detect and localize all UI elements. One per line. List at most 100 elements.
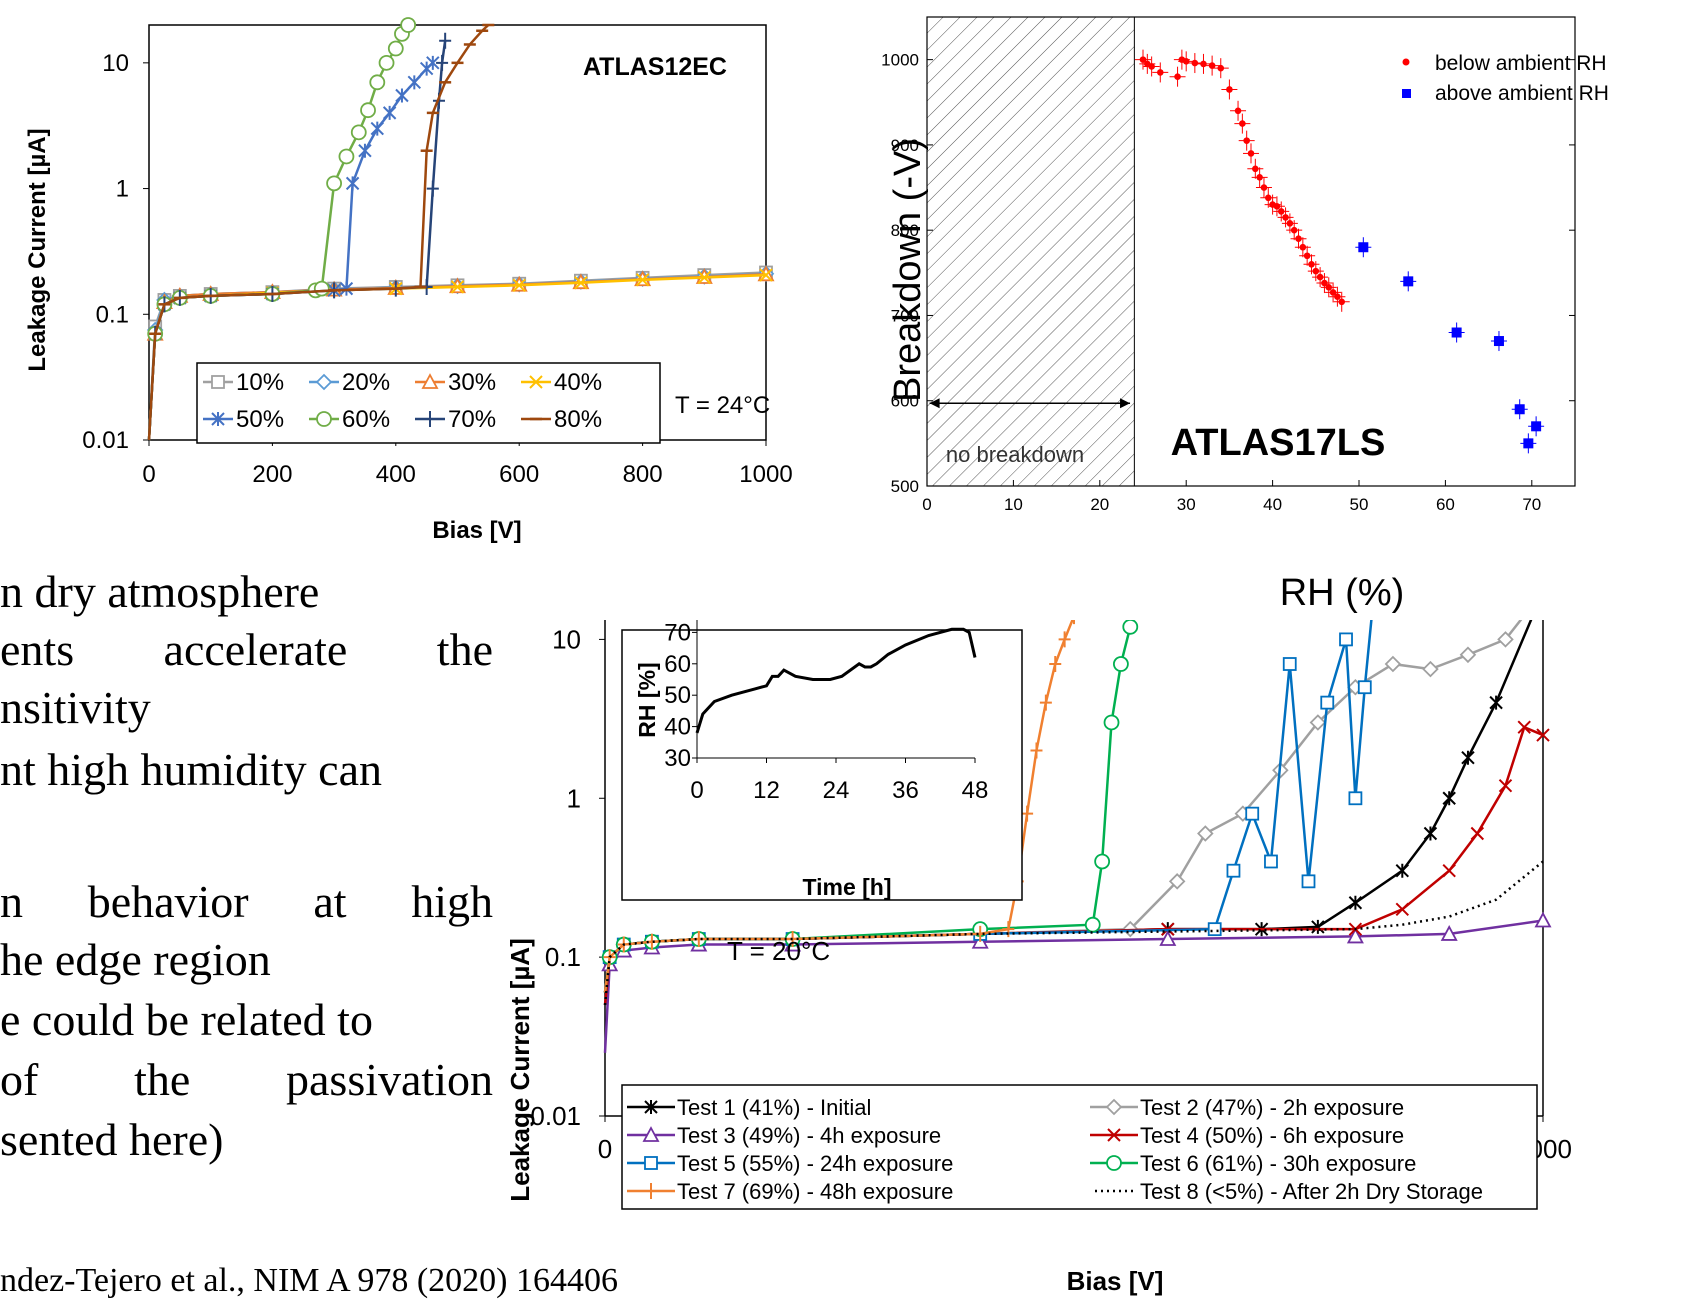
inset-y-tick-label: 50 (664, 682, 691, 709)
y-tick-label: 900 (891, 136, 919, 155)
legend-label: 50% (236, 406, 284, 433)
inset-x-axis-label: Time [h] (802, 874, 891, 900)
y-tick-label: 10 (102, 50, 129, 77)
legend-label: above ambient RH (1435, 82, 1609, 105)
series-group (601, 577, 1552, 1053)
text-word: behavior (87, 876, 249, 927)
y-tick-label: 0.1 (96, 301, 129, 328)
text-word: n (0, 876, 23, 927)
data-point (387, 40, 404, 57)
data-point (1139, 56, 1147, 63)
y-tick-label: 0.01 (82, 427, 129, 454)
y-axis-label: Leakage Current [µA] (24, 128, 51, 371)
atlas12ec-chart-svg: 0 200 400 600 800 1000 10 1 0.1 0.01 ATLAS12EC Bi… (24, 17, 793, 544)
data-point (400, 17, 417, 33)
inset-y-axis-label: RH [%] (634, 662, 660, 737)
text-word: accelerate (163, 624, 348, 675)
data-point (1423, 826, 1438, 841)
data-point (345, 176, 360, 191)
citation: ndez-Tejero et al., NIM A 978 (2020) 164… (0, 1262, 618, 1299)
data-point (439, 32, 452, 49)
data-point (313, 280, 330, 297)
legend: below ambient RH above ambient RH (1402, 52, 1609, 105)
data-point (1226, 863, 1241, 878)
inset-x-tick-label: 12 (753, 777, 780, 804)
data-point (1239, 120, 1246, 127)
temperature-label: T = 20°C (727, 936, 830, 966)
data-point (1159, 930, 1177, 946)
data-point (1168, 873, 1186, 890)
data-point (1234, 107, 1242, 115)
data-point (1308, 260, 1315, 268)
text-line: nsitivity (0, 682, 151, 733)
text-word: passivation (286, 1054, 493, 1105)
data-point (1442, 791, 1456, 806)
data-point (697, 270, 712, 285)
data-point (1348, 895, 1363, 910)
text-line: n behavior at high (0, 875, 493, 928)
text-line: he edge region (0, 934, 271, 985)
data-point (350, 124, 367, 141)
text-line: e could be related to (0, 994, 373, 1045)
tick-labels: 0 10 20 30 40 50 60 70 1000 900 800 700 600 500 (881, 51, 1541, 514)
data-point (1534, 911, 1552, 928)
x-tick-label: 20 (1090, 495, 1109, 514)
text-word: of (0, 1054, 39, 1105)
data-point (1039, 694, 1052, 711)
arrow-head (929, 398, 940, 409)
data-point (1517, 720, 1531, 734)
data-point (1395, 902, 1410, 917)
data-point (1403, 276, 1414, 287)
data-point (338, 148, 355, 165)
text-line: nt high humidity can (0, 744, 383, 795)
inset-x-tick-label: 36 (892, 777, 919, 804)
legend-label: 10% (236, 369, 284, 396)
data-point (1536, 728, 1550, 742)
data-point (1021, 805, 1034, 822)
legend-label: Test 8 (<5%) - After 2h Dry Storage (1140, 1179, 1483, 1204)
data-point (1182, 58, 1190, 65)
y-tick-label: 1000 (881, 51, 919, 70)
data-point (1264, 854, 1278, 869)
data-point (1320, 695, 1335, 710)
data-point (407, 75, 422, 90)
inset-tick-labels: 012243648807060504030 (664, 588, 988, 804)
data-point (574, 276, 588, 290)
x-axis-label: RH (%) (1280, 572, 1405, 614)
x-tick-label: 0 (598, 1134, 612, 1164)
legend-label: Test 5 (55%) - 24h exposure (677, 1151, 953, 1176)
data-point (1422, 660, 1439, 678)
data-point (1191, 59, 1199, 67)
data-point (316, 411, 332, 427)
data-point (378, 54, 395, 71)
atlas17ls-chart-svg: 0 10 20 30 40 50 60 70 1000 900 800 700 600 500 ATLAS… (881, 16, 1609, 614)
data-point (421, 373, 439, 389)
inset-series (695, 627, 977, 734)
data-point (1282, 214, 1289, 221)
y-tick-label: 800 (891, 221, 919, 240)
data-point (370, 121, 384, 136)
text-line: n dry atmosphere (0, 566, 320, 617)
data-point (1325, 284, 1333, 291)
data-point (1334, 293, 1341, 300)
x-tick-label: 1000 (739, 461, 792, 488)
data-point (1113, 656, 1129, 672)
data-point (1226, 86, 1233, 93)
text-word: the (134, 1054, 191, 1105)
x-tick-label: 0 (922, 495, 931, 514)
no-breakdown-label: no breakdown (946, 442, 1084, 467)
legend-label: 60% (342, 406, 390, 433)
y-tick-label: 0.1 (545, 942, 581, 972)
data-point (395, 88, 409, 103)
data-point (1461, 750, 1475, 765)
y-axis-label: Leakage Current [µA] (505, 938, 535, 1201)
chart-title: ATLAS17LS (1171, 422, 1386, 464)
y-tick-label: 10 (552, 624, 581, 654)
series-group (1135, 49, 1545, 454)
data-point (1084, 916, 1101, 933)
data-point (1208, 62, 1216, 69)
data-point (1277, 208, 1285, 215)
data-point (645, 1183, 657, 1199)
legend-label: Test 1 (41%) - Initial (677, 1095, 871, 1120)
